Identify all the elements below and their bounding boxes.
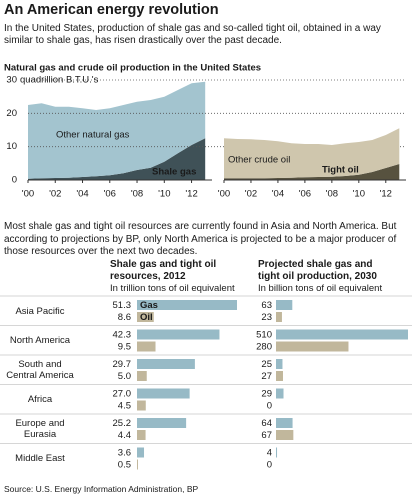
area: [28, 81, 206, 179]
area-label: Other natural gas: [56, 130, 130, 141]
value-label: 51.3: [113, 300, 132, 311]
x-tick-label: '10: [158, 189, 170, 200]
bar: [137, 418, 187, 428]
bar: [276, 329, 408, 340]
value-label: 0: [267, 401, 272, 412]
bar: [276, 430, 294, 440]
legend-label: Gas: [140, 300, 158, 311]
x-tick-label: '06: [104, 189, 116, 200]
bar: [276, 300, 293, 310]
bar: [276, 388, 284, 399]
bar: [137, 312, 154, 322]
intro-text: In the United States, production of shal…: [4, 23, 381, 46]
bar: [137, 359, 195, 369]
bar: [137, 371, 147, 381]
x-tick-label: '06: [299, 189, 311, 200]
value-label: 42.3: [113, 330, 132, 341]
x-tick-label: '12: [185, 189, 197, 200]
value-label: 67: [261, 430, 272, 441]
area: [224, 164, 400, 180]
value-label: 4: [267, 448, 272, 459]
bar: [137, 300, 237, 310]
bar: [276, 447, 278, 458]
area-label: Tight oil: [322, 165, 359, 176]
bar: [276, 359, 283, 369]
bar: [276, 341, 349, 352]
value-label: 25.2: [113, 418, 132, 429]
page-title: An American energy revolution: [4, 2, 219, 18]
value-label: 3.6: [118, 448, 131, 459]
value-label: 8.6: [118, 312, 131, 323]
y-tick-label: 30: [6, 75, 17, 86]
value-label: 27: [261, 371, 272, 382]
panel-subtitle: In billion tons of oil equivalent: [258, 283, 383, 294]
area-label: Other crude oil: [228, 155, 290, 166]
bar: [137, 329, 220, 340]
category-label: Middle East: [15, 453, 65, 464]
value-label: 23: [261, 312, 272, 323]
x-tick-label: '04: [76, 189, 88, 200]
value-label: 9.5: [118, 342, 131, 353]
value-label: 5.0: [118, 371, 131, 382]
value-label: 29.7: [113, 359, 132, 370]
bar: [137, 447, 145, 458]
y-axis-label: quadrillion B.T.U.'s: [20, 75, 99, 86]
bar: [137, 341, 156, 352]
x-tick-label: '08: [131, 189, 143, 200]
x-tick-label: '12: [380, 189, 392, 200]
value-label: 0: [267, 460, 272, 471]
value-label: 27.0: [113, 389, 132, 400]
value-label: 63: [261, 300, 272, 311]
panel-title: Shale gas and tight oil resources, 2012: [110, 259, 217, 282]
note-text: Most shale gas and tight oil resources a…: [4, 221, 397, 257]
value-label: 510: [256, 330, 272, 341]
value-label: 29: [261, 389, 272, 400]
category-label: Asia Pacific: [15, 305, 65, 317]
x-tick-label: '02: [245, 189, 257, 200]
bar: [137, 430, 146, 440]
y-tick-label: 10: [6, 141, 17, 152]
bar: [276, 371, 283, 381]
value-label: 64: [261, 418, 272, 429]
x-tick-label: '02: [49, 189, 61, 200]
bar: [137, 388, 190, 399]
area-label: Shale gas: [152, 167, 196, 178]
chart-title: Natural gas and crude oil production in …: [4, 63, 261, 74]
bar: [137, 400, 146, 411]
area: [224, 128, 400, 179]
bar: [276, 312, 282, 322]
category-label: South and Central America: [6, 359, 74, 381]
value-label: 0.5: [118, 460, 131, 471]
category-label: North America: [9, 335, 71, 346]
x-tick-label: '00: [218, 189, 230, 200]
x-tick-label: '00: [22, 189, 34, 200]
category-label: Europe and Eurasia: [15, 418, 65, 440]
category-label: Africa: [27, 394, 53, 405]
legend-label: Oil: [140, 312, 153, 323]
y-tick-label: 20: [6, 108, 17, 119]
source: Source: U.S. Energy Information Administ…: [4, 484, 199, 494]
value-label: 4.5: [118, 401, 131, 412]
y-tick-label: 0: [12, 175, 17, 186]
bar: [276, 418, 293, 428]
value-label: 280: [256, 342, 272, 353]
value-label: 4.4: [118, 430, 131, 441]
bar: [137, 459, 138, 470]
panel-subtitle: In trillion tons of oil equivalent: [110, 283, 235, 294]
x-tick-label: '04: [272, 189, 284, 200]
value-label: 25: [261, 359, 272, 370]
x-tick-label: '10: [353, 189, 365, 200]
panel-title: Projected shale gas and tight oil produc…: [258, 259, 377, 282]
area: [28, 138, 206, 180]
x-tick-label: '08: [326, 189, 338, 200]
